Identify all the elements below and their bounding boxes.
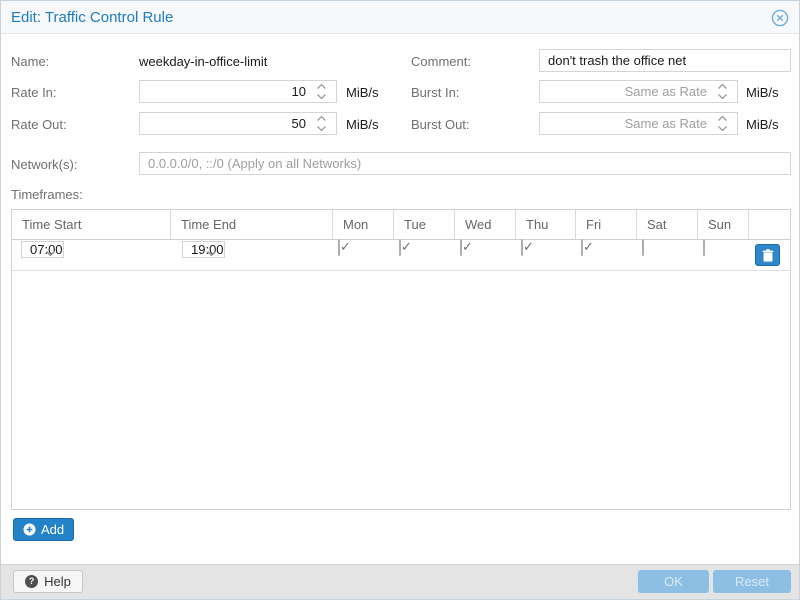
trash-icon (762, 248, 773, 262)
burst-in-input[interactable] (539, 80, 738, 103)
col-header-sun: Sun (698, 210, 749, 239)
rate-out-input[interactable] (139, 112, 337, 135)
burst-out-spinner[interactable] (717, 115, 729, 132)
rate-out-label: Rate Out: (11, 117, 67, 132)
col-header-sat: Sat (637, 210, 698, 239)
burst-out-unit: MiB/s (746, 117, 779, 132)
comment-input[interactable] (539, 49, 791, 72)
burst-in-unit: MiB/s (746, 85, 779, 100)
spinner-up-icon (317, 115, 326, 121)
spinner-down-icon (718, 126, 727, 132)
spinner-down-icon (317, 94, 326, 100)
comment-label: Comment: (411, 54, 471, 69)
chevron-down-icon (45, 251, 55, 257)
help-button[interactable]: Help (13, 570, 83, 593)
timeframe-row: 07:00 19:00 (12, 239, 790, 271)
spinner-up-icon (718, 83, 727, 89)
col-header-actions (749, 210, 790, 239)
timeframes-table-header: Time Start Time End Mon Tue Wed Thu Fri … (12, 210, 790, 240)
checkbox-mon[interactable] (338, 239, 340, 256)
ok-button[interactable]: OK (638, 570, 709, 593)
checkbox-tue[interactable] (399, 239, 401, 256)
burst-in-label: Burst In: (411, 85, 460, 100)
dialog-title: Edit: Traffic Control Rule (11, 9, 174, 26)
col-header-fri: Fri (576, 210, 637, 239)
add-button-label: Add (41, 522, 65, 537)
dialog-header: Edit: Traffic Control Rule (1, 1, 799, 34)
spinner-up-icon (317, 83, 326, 89)
spinner-up-icon (718, 115, 727, 121)
ok-button-label: OK (664, 574, 683, 589)
rate-in-unit: MiB/s (346, 85, 379, 100)
name-value: weekday-in-office-limit (139, 54, 268, 69)
time-start-select[interactable]: 07:00 (21, 241, 64, 258)
chevron-down-icon (206, 251, 216, 257)
time-start-value: 07:00 (30, 242, 63, 257)
rate-in-input[interactable] (139, 80, 337, 103)
rate-out-unit: MiB/s (346, 117, 379, 132)
checkbox-sat[interactable] (642, 239, 644, 256)
spinner-down-icon (718, 94, 727, 100)
close-icon[interactable] (771, 9, 789, 27)
reset-button-label: Reset (735, 574, 769, 589)
col-header-time-end: Time End (171, 210, 333, 239)
question-icon (25, 575, 39, 588)
time-end-select[interactable]: 19:00 (182, 241, 225, 258)
networks-label: Network(s): (11, 157, 78, 172)
rate-in-spinner[interactable] (316, 83, 328, 100)
burst-out-input[interactable] (539, 112, 738, 135)
delete-row-button[interactable] (755, 244, 780, 266)
col-header-tue: Tue (394, 210, 455, 239)
add-button[interactable]: Add (13, 518, 75, 541)
col-header-time-start: Time Start (12, 210, 171, 239)
plus-circle-icon (23, 523, 36, 536)
time-end-value: 19:00 (191, 242, 224, 257)
timeframes-table: Time Start Time End Mon Tue Wed Thu Fri … (11, 209, 791, 510)
burst-in-spinner[interactable] (717, 83, 729, 100)
checkbox-wed[interactable] (460, 239, 462, 256)
checkbox-thu[interactable] (521, 239, 523, 256)
name-label: Name: (11, 54, 50, 69)
rate-out-spinner[interactable] (316, 115, 328, 132)
checkbox-fri[interactable] (581, 239, 583, 256)
timeframes-label: Timeframes: (11, 187, 83, 202)
help-button-label: Help (44, 574, 71, 589)
spinner-down-icon (317, 126, 326, 132)
col-header-mon: Mon (333, 210, 394, 239)
col-header-thu: Thu (516, 210, 576, 239)
rate-in-label: Rate In: (11, 85, 57, 100)
burst-out-label: Burst Out: (411, 117, 470, 132)
reset-button[interactable]: Reset (713, 570, 791, 593)
col-header-wed: Wed (455, 210, 516, 239)
checkbox-sun[interactable] (703, 239, 705, 256)
networks-input[interactable] (139, 152, 791, 175)
